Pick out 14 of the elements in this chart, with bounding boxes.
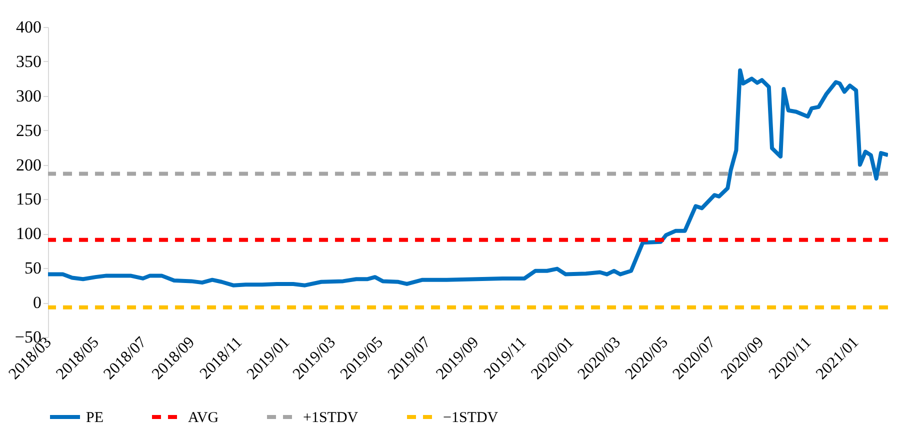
y-tick-label: 400 (16, 18, 42, 36)
y-tick-label: 150 (16, 190, 42, 209)
y-tick-label: 350 (16, 52, 42, 71)
y-tick-label: 200 (16, 155, 42, 174)
legend-label: PE (86, 410, 104, 426)
legend-label: AVG (188, 410, 219, 426)
y-tick-label: 50 (24, 258, 42, 278)
legend-label: +1STDV (303, 410, 358, 426)
line-series (48, 68, 888, 288)
y-tick-label: 300 (16, 86, 42, 106)
legend-label: −1STDV (443, 410, 498, 426)
y-tick-label: 100 (16, 224, 42, 244)
y-tick-label: 250 (16, 120, 42, 140)
y-tick-label: 0 (33, 293, 42, 312)
